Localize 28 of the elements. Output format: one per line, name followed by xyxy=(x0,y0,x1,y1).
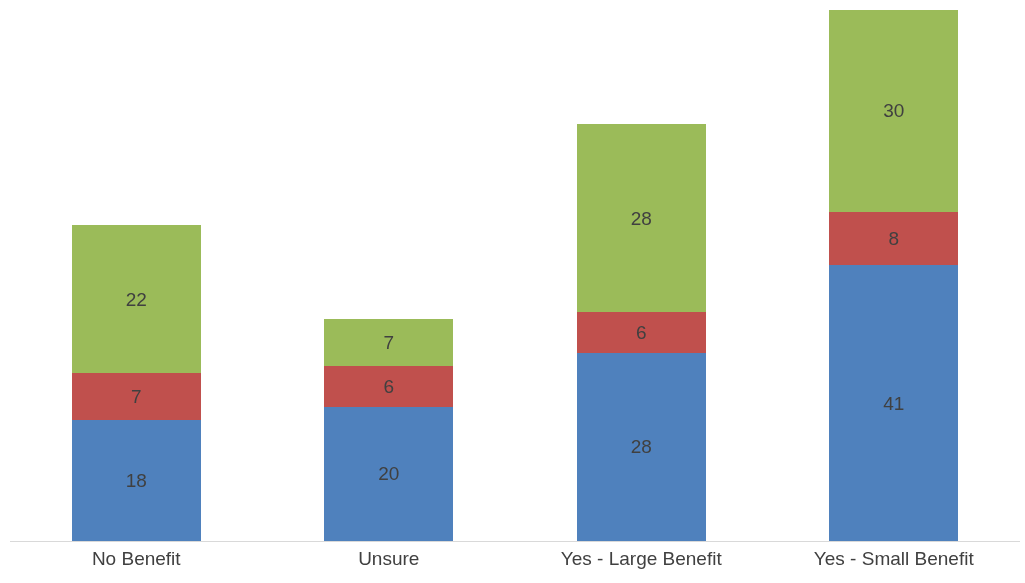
data-label: 22 xyxy=(125,288,147,310)
bar xyxy=(324,366,454,407)
bar xyxy=(71,372,201,421)
data-label: 28 xyxy=(630,207,652,229)
bar xyxy=(576,312,706,353)
x-tick-label: Yes - Large Benefit xyxy=(560,547,723,569)
bar xyxy=(71,225,201,373)
data-label: 20 xyxy=(378,463,400,485)
bar xyxy=(576,124,706,313)
data-label: 6 xyxy=(635,322,647,344)
data-label: 8 xyxy=(888,228,900,250)
x-tick-label: No Benefit xyxy=(91,547,182,569)
data-label: 6 xyxy=(383,375,395,397)
x-tick-label: Unsure xyxy=(358,547,420,569)
data-label: 41 xyxy=(883,392,905,414)
bar xyxy=(71,420,201,541)
data-label: 7 xyxy=(130,385,142,407)
bar xyxy=(829,211,959,266)
bar xyxy=(829,10,959,212)
data-label: 30 xyxy=(883,100,905,122)
x-tick-label: Yes - Small Benefit xyxy=(813,547,975,569)
bar xyxy=(324,406,454,541)
data-label: 7 xyxy=(383,332,395,354)
bar xyxy=(324,319,454,367)
data-label: 28 xyxy=(630,436,652,458)
bar xyxy=(829,265,959,541)
bar xyxy=(576,352,706,541)
data-label: 18 xyxy=(125,470,147,492)
